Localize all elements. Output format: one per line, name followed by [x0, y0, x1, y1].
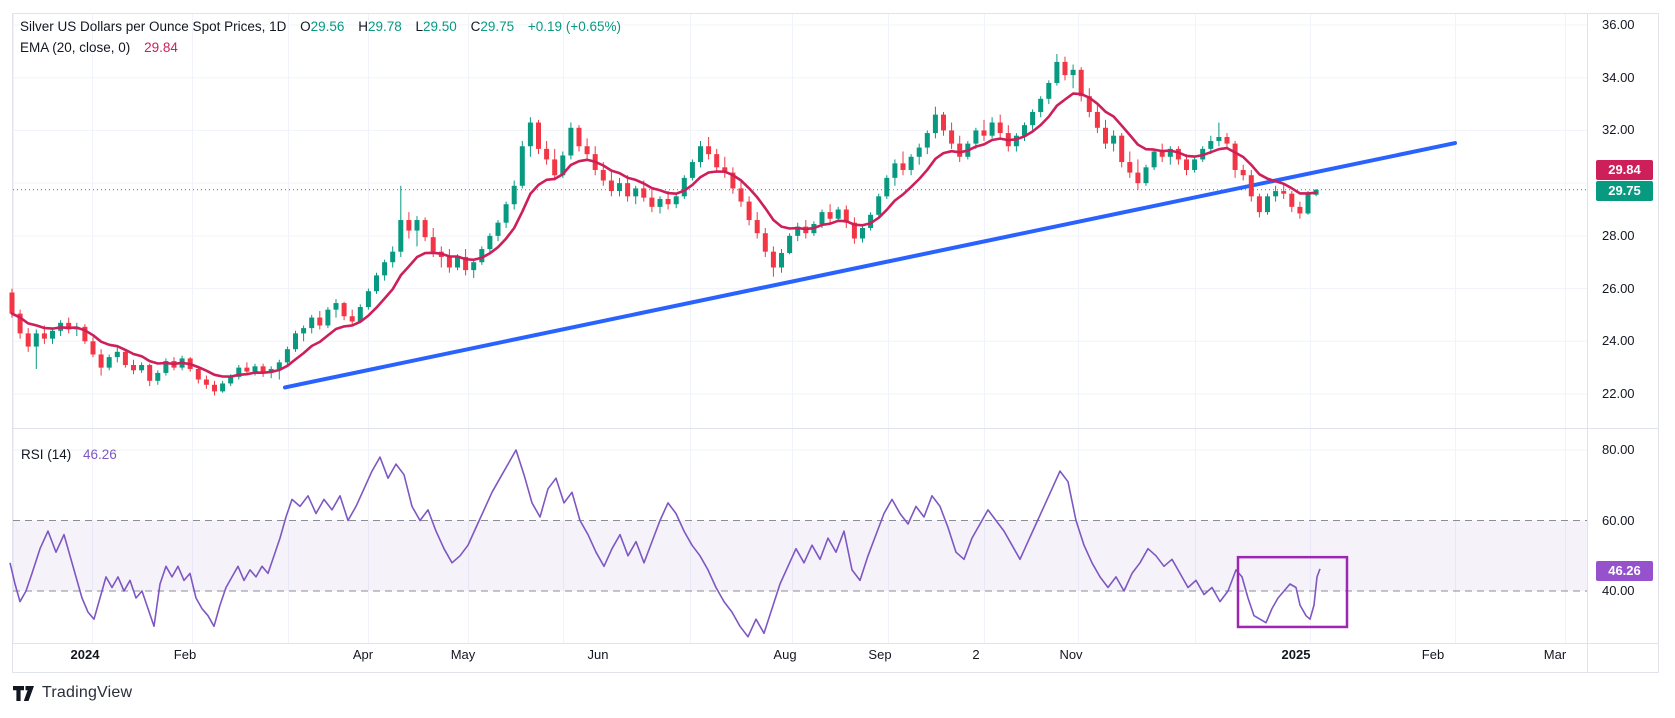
- time-tick-label: Nov: [1059, 647, 1083, 662]
- open-value: 29.56: [310, 19, 345, 34]
- ema-price-badge: 29.84: [1596, 160, 1653, 180]
- time-tick-label: Feb: [173, 647, 197, 662]
- chart-title: Silver US Dollars per Ounce Spot Prices,…: [20, 19, 287, 34]
- legend-row-symbol: Silver US Dollars per Ounce Spot Prices,…: [20, 16, 621, 37]
- tradingview-logo-icon: [13, 685, 34, 701]
- time-tick-label: May: [450, 647, 476, 662]
- price-tick-label: 28.00: [1602, 227, 1635, 243]
- time-tick-label: Jun: [587, 647, 609, 662]
- rsi-value-badge: 46.26: [1596, 561, 1653, 581]
- time-tick-label: Sep: [868, 647, 892, 662]
- price-scale-drag-zone[interactable]: [1588, 13, 1675, 643]
- ohlc-close: C29.75: [470, 19, 515, 34]
- close-value: 29.75: [480, 19, 515, 34]
- time-tick-label: Aug: [773, 647, 797, 662]
- time-tick-label: Apr: [352, 647, 374, 662]
- price-tick-label: 26.00: [1602, 280, 1635, 296]
- price-tick-label: 22.00: [1602, 386, 1635, 401]
- ohlc-low: L29.50: [415, 19, 457, 34]
- low-value: 29.50: [423, 19, 457, 34]
- ohlc-open: O29.56: [300, 19, 345, 34]
- price-tick-label: 32.00: [1602, 122, 1635, 138]
- last-price-badge: 29.75: [1596, 181, 1653, 201]
- time-tick-label: 2024: [70, 647, 100, 662]
- price-tick-label: 34.00: [1602, 69, 1635, 85]
- time-tick-label: 2025: [1281, 647, 1311, 662]
- rsi-legend: RSI (14) 46.26: [21, 447, 117, 462]
- ohlc-high: H29.78: [358, 19, 402, 34]
- legend-row-ema: EMA (20, close, 0) 29.84: [20, 37, 621, 58]
- tradingview-logo[interactable]: TradingView: [13, 684, 132, 702]
- rsi-tick-label: 40.00: [1602, 583, 1635, 598]
- high-value: 29.78: [367, 19, 402, 34]
- time-tick-label: Feb: [1421, 647, 1445, 662]
- ema-value: 29.84: [144, 40, 178, 55]
- time-scale-drag-zone[interactable]: [13, 644, 1588, 672]
- price-tick-label: 36.00: [1602, 17, 1635, 32]
- legend: Silver US Dollars per Ounce Spot Prices,…: [20, 16, 621, 58]
- time-tick-label: Mar: [1543, 647, 1567, 662]
- time-tick-label: 2: [972, 647, 980, 662]
- ema-label: EMA (20, close, 0): [20, 40, 131, 55]
- rsi-value: 46.26: [83, 447, 117, 462]
- change-value: +0.19 (+0.65%): [527, 19, 621, 34]
- tradingview-logo-text: TradingView: [42, 684, 133, 701]
- price-tick-label: 24.00: [1602, 333, 1635, 349]
- rsi-tick-label: 60.00: [1602, 512, 1635, 528]
- rsi-label: RSI (14): [21, 447, 72, 462]
- rsi-tick-label: 80.00: [1602, 442, 1635, 457]
